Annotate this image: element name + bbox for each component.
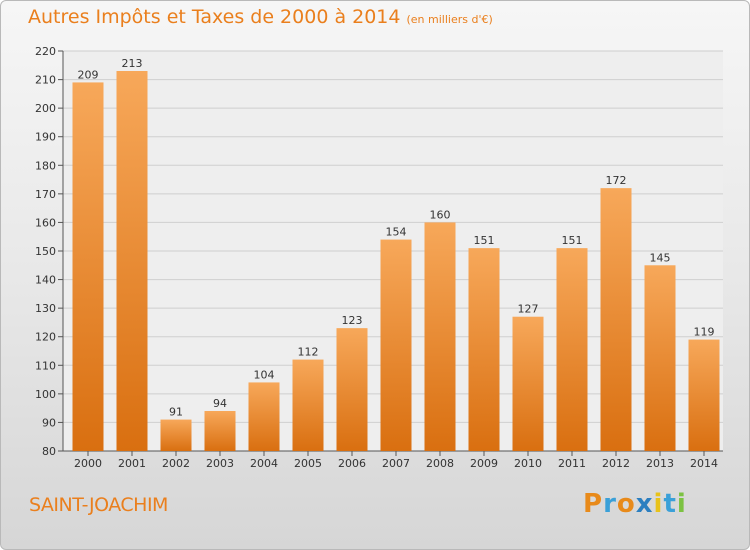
value-label: 151	[562, 234, 583, 247]
chart-title-text: Autres Impôts et Taxes de 2000 à 2014	[28, 6, 401, 28]
bar	[556, 248, 588, 451]
bar	[116, 71, 148, 451]
x-tick-label: 2013	[646, 457, 674, 470]
x-tick-label: 2009	[470, 457, 498, 470]
x-tick-label: 2010	[514, 457, 542, 470]
logo-letter: r	[603, 489, 617, 519]
x-tick-label: 2008	[426, 457, 454, 470]
x-tick-label: 2007	[382, 457, 410, 470]
y-tick-label: 180	[35, 159, 56, 172]
logo-letter: t	[663, 489, 677, 519]
value-label: 145	[650, 251, 671, 264]
value-label: 154	[386, 226, 407, 239]
value-label: 160	[430, 208, 451, 221]
bar	[644, 265, 676, 451]
chart-title: Autres Impôts et Taxes de 2000 à 2014 (en…	[28, 6, 493, 28]
x-tick-label: 2003	[206, 457, 234, 470]
value-label: 172	[606, 174, 627, 187]
logo-letter: P	[583, 489, 604, 519]
bar	[160, 419, 192, 451]
y-tick-label: 190	[35, 131, 56, 144]
value-label: 151	[474, 234, 495, 247]
y-tick-labels: 80 90 100 110 120 130 140 150 160 170 180 190 200 210…	[35, 45, 56, 458]
logo-letter: o	[616, 489, 636, 519]
y-tick-label: 130	[35, 302, 56, 315]
y-tick-label: 120	[35, 331, 56, 344]
value-label: 213	[122, 57, 143, 70]
value-labels: 209 213 91 94 104 112 123 154 160 151 127 151 172 145…	[78, 57, 715, 419]
y-tick-label: 110	[35, 359, 56, 372]
value-label: 104	[254, 368, 275, 381]
bar	[336, 328, 368, 451]
bar	[688, 339, 720, 451]
x-tick-label: 2012	[602, 457, 630, 470]
chart-subtitle: (en milliers d'€)	[406, 13, 493, 26]
x-tick-label: 2011	[558, 457, 586, 470]
y-tick-label: 100	[35, 388, 56, 401]
value-label: 112	[298, 346, 319, 359]
x-tick-label: 2004	[250, 457, 278, 470]
x-tick-labels: 2000 2001 2002 2003 2004 2005 2006 2007 2008 2009…	[74, 457, 718, 470]
x-tick-label: 2014	[690, 457, 718, 470]
value-label: 209	[78, 68, 99, 81]
bar	[72, 82, 104, 451]
y-tick-label: 90	[42, 416, 56, 429]
x-tick-label: 2005	[294, 457, 322, 470]
y-tick-label: 160	[35, 216, 56, 229]
logo-letter: i	[676, 489, 687, 519]
x-tick-label: 2002	[162, 457, 190, 470]
location-label: SAINT-JOACHIM	[29, 494, 168, 516]
bar	[600, 188, 632, 451]
value-label: 91	[169, 406, 183, 419]
bar	[292, 359, 324, 451]
value-label: 94	[213, 397, 227, 410]
bar	[204, 411, 236, 451]
y-tick-label: 80	[42, 445, 56, 458]
bars	[72, 71, 720, 451]
y-tick-label: 170	[35, 188, 56, 201]
x-tick-label: 2006	[338, 457, 366, 470]
bar	[468, 248, 500, 451]
value-label: 119	[694, 326, 715, 339]
logo-letter: i	[653, 489, 664, 519]
x-tick-label: 2001	[118, 457, 146, 470]
bar	[248, 382, 280, 451]
y-tick-label: 220	[35, 45, 56, 58]
logo-letter: x	[635, 489, 654, 519]
bar	[424, 222, 456, 451]
y-tick-label: 150	[35, 245, 56, 258]
y-tick-label: 210	[35, 74, 56, 87]
y-tick-label: 140	[35, 274, 56, 287]
value-label: 127	[518, 303, 539, 316]
x-tick-label: 2000	[74, 457, 102, 470]
proxiti-logo: Proxiti	[583, 489, 687, 519]
bar	[380, 239, 412, 451]
bar	[512, 316, 544, 451]
y-tick-label: 200	[35, 102, 56, 115]
value-label: 123	[342, 314, 363, 327]
